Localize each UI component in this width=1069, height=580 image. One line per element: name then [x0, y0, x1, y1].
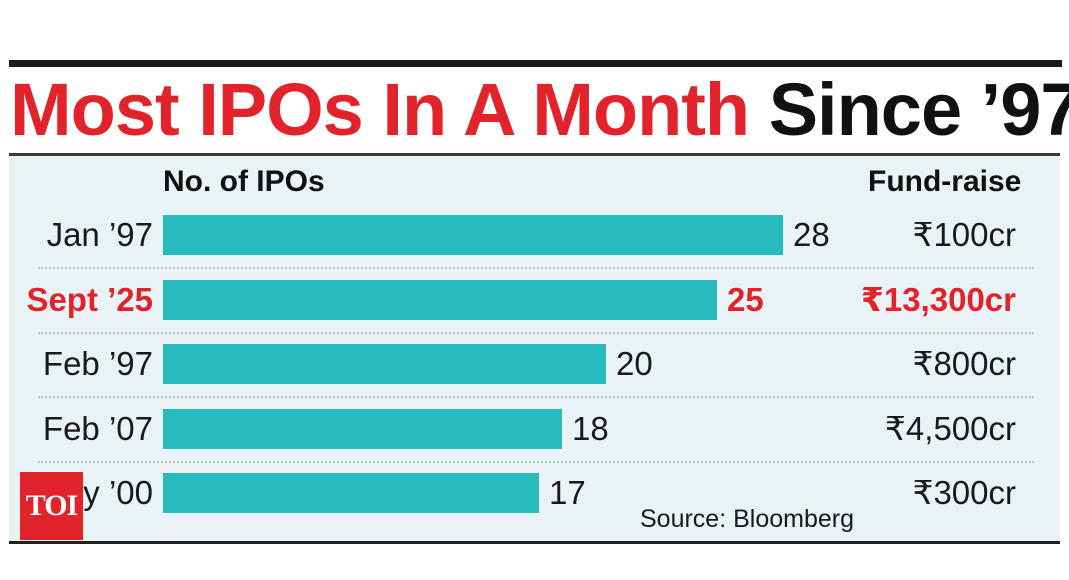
headline: Most IPOs In A Month Since ’97 — [10, 68, 1069, 151]
bar-value-label: 25 — [727, 281, 764, 318]
top-rule — [9, 60, 1062, 67]
row-divider — [38, 461, 1034, 463]
row-divider — [38, 396, 1034, 398]
category-label: Sept ’25 — [26, 281, 153, 318]
bar — [163, 344, 606, 384]
toi-logo-text: TOI — [25, 489, 78, 522]
category-label: Jan ’97 — [46, 216, 153, 253]
category-label: Feb ’07 — [42, 410, 153, 447]
fund-raise-value: ₹800cr — [912, 345, 1016, 382]
bar-value-label: 18 — [572, 410, 609, 447]
category-label: Feb ’97 — [42, 345, 153, 382]
source-note: Source: Bloomberg — [640, 505, 855, 533]
bar-value-label: 17 — [549, 474, 586, 511]
count-column-header: No. of IPOs — [163, 165, 325, 198]
fund-column-header: Fund-raise — [868, 165, 1022, 198]
fund-raise-value: ₹13,300cr — [860, 281, 1016, 318]
headline-red: Most IPOs In A Month — [10, 68, 750, 151]
toi-logo: TOI — [20, 472, 83, 540]
row-divider — [38, 332, 1034, 334]
fund-raise-value: ₹300cr — [912, 474, 1016, 511]
bar — [163, 215, 783, 255]
row-divider — [38, 267, 1034, 269]
bar — [163, 280, 717, 320]
fund-raise-value: ₹4,500cr — [884, 410, 1016, 447]
fund-raise-value: ₹100cr — [912, 216, 1016, 253]
bar — [163, 473, 539, 513]
bar — [163, 409, 562, 449]
bar-value-label: 28 — [793, 216, 830, 253]
bar-value-label: 20 — [616, 345, 653, 382]
headline-black: Since ’97 — [768, 68, 1069, 151]
